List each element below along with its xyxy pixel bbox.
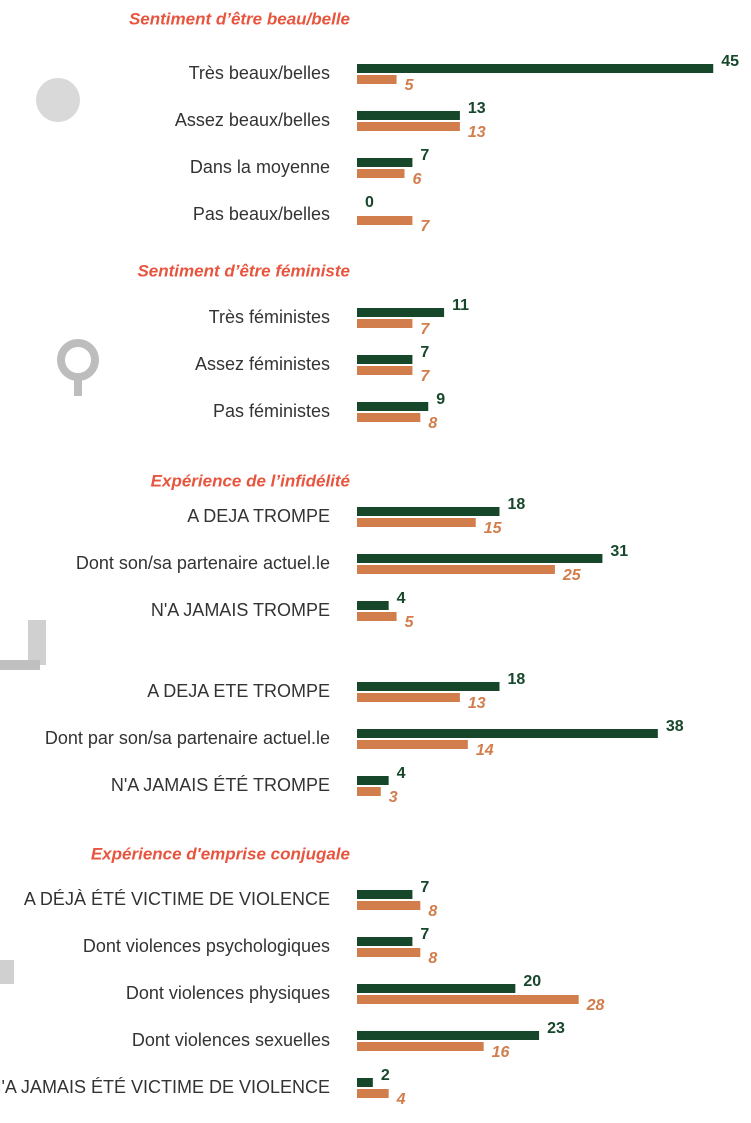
value-label: 3 — [389, 789, 398, 806]
category-label: A DEJA ETE TROMPE — [147, 681, 330, 701]
bar — [357, 901, 421, 910]
category-label: Dont violences physiques — [126, 983, 330, 1003]
category-label: Pas féministes — [213, 401, 330, 421]
category-label: N'A JAMAIS ÉTÉ VICTIME DE VIOLENCE — [0, 1077, 330, 1097]
category-label: N'A JAMAIS TROMPE — [151, 600, 330, 620]
category-label: A DÉJÀ ÉTÉ VICTIME DE VIOLENCE — [24, 889, 330, 909]
value-label: 8 — [428, 415, 437, 432]
value-label: 28 — [586, 997, 605, 1014]
bar — [357, 612, 397, 621]
category-label: Pas beaux/belles — [193, 204, 330, 224]
value-label: 5 — [405, 614, 415, 631]
bar — [357, 319, 413, 328]
value-label: 8 — [428, 903, 437, 920]
bar — [357, 518, 476, 527]
category-label: Très féministes — [209, 307, 330, 327]
value-label: 13 — [468, 100, 486, 117]
category-label: N'A JAMAIS ÉTÉ TROMPE — [111, 775, 330, 795]
bar — [357, 111, 460, 120]
bar — [357, 1089, 389, 1098]
value-label: 4 — [397, 765, 406, 782]
bar — [357, 787, 381, 796]
section-title: Expérience de l’infidélité — [151, 471, 350, 490]
section-title: Sentiment d’être féministe — [137, 261, 350, 280]
bar — [357, 75, 397, 84]
bar — [357, 64, 714, 73]
category-label: Dans la moyenne — [190, 157, 330, 177]
category-label: Dont son/sa partenaire actuel.le — [76, 553, 330, 573]
value-label: 7 — [420, 344, 429, 361]
bar — [357, 1031, 540, 1040]
bar — [357, 1078, 373, 1087]
bar — [357, 216, 413, 225]
value-label: 13 — [468, 124, 486, 141]
value-label: 7 — [420, 218, 430, 235]
value-label: 2 — [381, 1067, 390, 1084]
bar — [357, 413, 421, 422]
value-label: 18 — [508, 671, 526, 688]
value-label: 5 — [405, 77, 415, 94]
value-label: 11 — [452, 297, 469, 314]
bar — [357, 308, 445, 317]
bar — [357, 682, 500, 691]
category-label: Très beaux/belles — [189, 63, 330, 83]
value-label: 16 — [492, 1044, 510, 1061]
bar — [357, 776, 389, 785]
bar — [357, 554, 603, 563]
category-label: Assez féministes — [195, 354, 330, 374]
bar — [357, 740, 468, 749]
category-label: Dont par son/sa partenaire actuel.le — [45, 728, 330, 748]
bar — [357, 366, 413, 375]
bar — [357, 169, 405, 178]
bar — [357, 995, 579, 1004]
category-label: Assez beaux/belles — [175, 110, 330, 130]
value-label: 23 — [547, 1020, 565, 1037]
bar — [357, 948, 421, 957]
value-label: 4 — [396, 1091, 406, 1108]
category-label: A DEJA TROMPE — [187, 506, 330, 526]
bar — [357, 601, 389, 610]
value-label: 25 — [562, 567, 582, 584]
value-label: 14 — [476, 742, 494, 759]
icons — [0, 78, 99, 984]
value-label: 7 — [420, 926, 429, 943]
bar — [357, 158, 413, 167]
value-label: 7 — [420, 368, 430, 385]
bar — [357, 565, 555, 574]
value-label: 4 — [397, 590, 406, 607]
value-label: 9 — [436, 391, 445, 408]
bar — [357, 507, 500, 516]
value-label: 8 — [428, 950, 437, 967]
bar — [357, 402, 429, 411]
bar — [357, 890, 413, 899]
section-title: Expérience d'emprise conjugale — [91, 844, 350, 863]
value-label: 7 — [420, 147, 429, 164]
bar — [357, 693, 460, 702]
value-label: 6 — [413, 171, 422, 188]
value-label: 38 — [666, 718, 684, 735]
value-label: 7 — [420, 879, 429, 896]
category-label: Dont violences sexuelles — [132, 1030, 330, 1050]
bar — [357, 729, 658, 738]
bar — [357, 937, 413, 946]
value-label: 31 — [610, 543, 628, 560]
value-label: 7 — [420, 321, 430, 338]
value-label: 13 — [468, 695, 486, 712]
bar — [357, 122, 460, 131]
value-label: 45 — [721, 53, 739, 70]
bar — [357, 984, 516, 993]
value-label: 18 — [508, 496, 526, 513]
bar — [357, 1042, 484, 1051]
bar — [357, 355, 413, 364]
section-title: Sentiment d’être beau/belle — [129, 9, 350, 28]
category-label: Dont violences psychologiques — [83, 936, 330, 956]
value-label: 15 — [484, 520, 503, 537]
value-label: 20 — [523, 973, 541, 990]
value-label: 0 — [365, 194, 374, 211]
